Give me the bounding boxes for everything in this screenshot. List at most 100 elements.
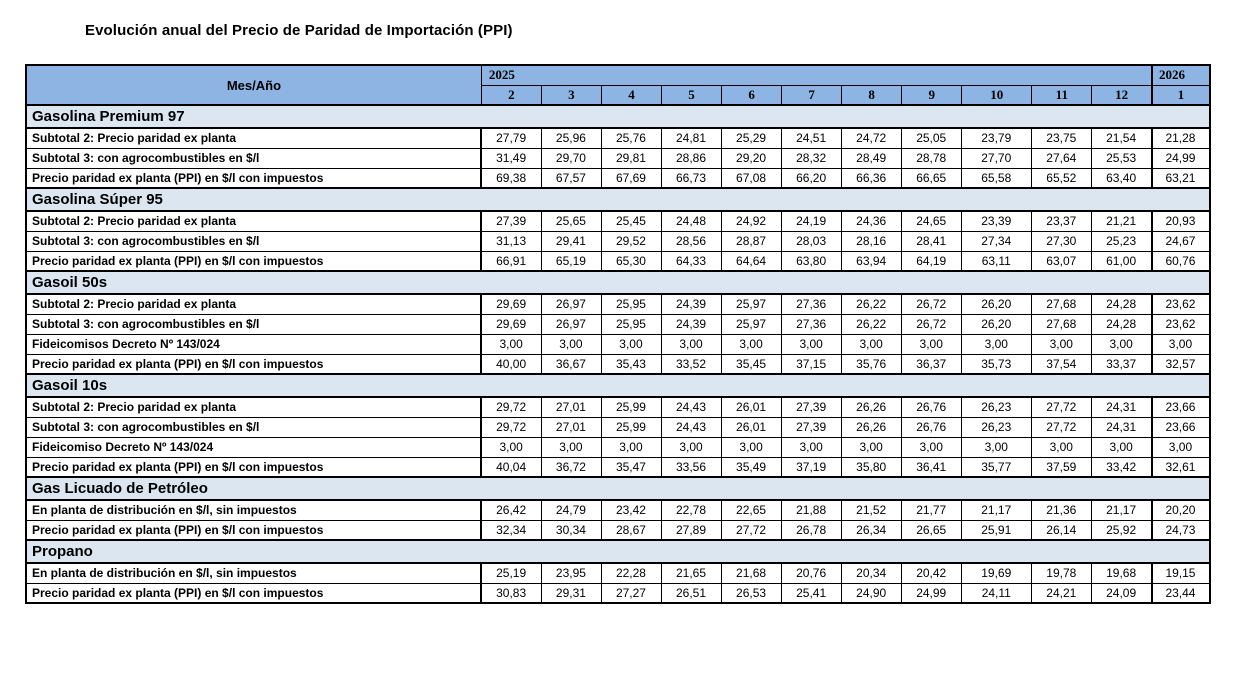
value-cell: 29,69 bbox=[480, 293, 542, 315]
value-cell: 22,78 bbox=[660, 499, 723, 521]
value-cell: 21,17 bbox=[961, 499, 1033, 521]
value-cell: 28,67 bbox=[600, 519, 663, 541]
value-cell: 20,76 bbox=[781, 562, 843, 584]
value-cell: 25,95 bbox=[600, 293, 663, 315]
value-cell: 36,41 bbox=[901, 456, 963, 478]
value-cell: 66,91 bbox=[480, 250, 542, 272]
value-cell: 24,90 bbox=[841, 582, 903, 604]
value-cell: 67,57 bbox=[540, 167, 602, 189]
value-cell: 29,20 bbox=[721, 147, 783, 169]
value-cell: 65,30 bbox=[600, 250, 663, 272]
value-cell: 61,00 bbox=[1091, 250, 1153, 272]
value-cell: 25,45 bbox=[600, 210, 663, 232]
value-cell: 28,87 bbox=[721, 230, 783, 252]
value-cell: 26,72 bbox=[901, 293, 963, 315]
section-title: Gas Licuado de Petróleo bbox=[26, 476, 1210, 501]
value-cell: 26,14 bbox=[1031, 519, 1093, 541]
ppi-table: Mes/Año 2025 2026 2 3 4 5 6 7 8 9 10 11 12 1 Gasoli… bbox=[25, 64, 1211, 604]
value-cell: 20,20 bbox=[1150, 499, 1211, 521]
value-cell: 27,72 bbox=[721, 519, 783, 541]
value-cell: 23,62 bbox=[1150, 293, 1211, 315]
value-cell: 19,68 bbox=[1091, 562, 1153, 584]
value-cell: 23,79 bbox=[961, 127, 1033, 149]
month-header: 9 bbox=[901, 84, 963, 106]
value-cell: 25,23 bbox=[1091, 230, 1153, 252]
value-cell: 3,00 bbox=[1150, 333, 1211, 355]
section-row: Gasoil 10s bbox=[26, 373, 1210, 398]
table-row: Fideicomisos Decreto Nº 143/024 3,00 3,00 3… bbox=[25, 333, 1211, 355]
table-row: Subtotal 2: Precio paridad ex planta 27,3… bbox=[25, 210, 1211, 232]
value-cell: 26,76 bbox=[901, 396, 963, 418]
year-2026-header: 2026 bbox=[1150, 64, 1211, 86]
value-cell: 25,96 bbox=[540, 127, 602, 149]
month-header: 7 bbox=[781, 84, 843, 106]
value-cell: 21,68 bbox=[721, 562, 783, 584]
value-cell: 25,99 bbox=[600, 416, 663, 438]
section-row: Gas Licuado de Petróleo bbox=[26, 476, 1210, 501]
value-cell: 20,34 bbox=[841, 562, 903, 584]
value-cell: 24,48 bbox=[660, 210, 723, 232]
value-cell: 65,58 bbox=[961, 167, 1033, 189]
value-cell: 27,72 bbox=[1031, 396, 1093, 418]
value-cell: 25,19 bbox=[480, 562, 542, 584]
value-cell: 35,43 bbox=[600, 353, 663, 375]
row-label: Precio paridad ex planta (PPI) en $/l co… bbox=[25, 250, 483, 272]
table-row: Subtotal 3: con agrocombustibles en $/l 3… bbox=[25, 230, 1211, 252]
value-cell: 23,66 bbox=[1150, 416, 1211, 438]
value-cell: 24,51 bbox=[781, 127, 843, 149]
section-row: Gasolina Súper 95 bbox=[26, 187, 1210, 212]
value-cell: 3,00 bbox=[781, 333, 843, 355]
value-cell: 67,08 bbox=[721, 167, 783, 189]
value-cell: 28,03 bbox=[781, 230, 843, 252]
value-cell: 21,21 bbox=[1091, 210, 1153, 232]
section-title: Gasoil 50s bbox=[26, 270, 1210, 295]
value-cell: 24,72 bbox=[841, 127, 903, 149]
value-cell: 3,00 bbox=[961, 436, 1033, 458]
value-cell: 37,59 bbox=[1031, 456, 1093, 478]
value-cell: 65,19 bbox=[540, 250, 602, 272]
value-cell: 27,39 bbox=[781, 416, 843, 438]
value-cell: 63,80 bbox=[781, 250, 843, 272]
value-cell: 26,78 bbox=[781, 519, 843, 541]
value-cell: 3,00 bbox=[660, 436, 723, 458]
month-header: 6 bbox=[721, 84, 783, 106]
value-cell: 24,67 bbox=[1150, 230, 1211, 252]
month-header: 5 bbox=[660, 84, 723, 106]
value-cell: 23,37 bbox=[1031, 210, 1093, 232]
value-cell: 29,31 bbox=[540, 582, 602, 604]
value-cell: 25,41 bbox=[781, 582, 843, 604]
value-cell: 33,52 bbox=[660, 353, 723, 375]
row-label: Precio paridad ex planta (PPI) en $/l co… bbox=[25, 519, 483, 541]
value-cell: 23,62 bbox=[1150, 313, 1211, 335]
value-cell: 23,42 bbox=[600, 499, 663, 521]
row-label: Fideicomisos Decreto Nº 143/024 bbox=[25, 333, 483, 355]
value-cell: 20,42 bbox=[901, 562, 963, 584]
table-row: Subtotal 2: Precio paridad ex planta 27,7… bbox=[25, 127, 1211, 149]
value-cell: 3,00 bbox=[1091, 436, 1153, 458]
row-label: Subtotal 3: con agrocombustibles en $/l bbox=[25, 230, 483, 252]
value-cell: 21,88 bbox=[781, 499, 843, 521]
value-cell: 3,00 bbox=[660, 333, 723, 355]
value-cell: 27,01 bbox=[540, 396, 602, 418]
value-cell: 32,61 bbox=[1150, 456, 1211, 478]
value-cell: 64,64 bbox=[721, 250, 783, 272]
value-cell: 26,65 bbox=[901, 519, 963, 541]
value-cell: 21,65 bbox=[660, 562, 723, 584]
value-cell: 20,93 bbox=[1150, 210, 1211, 232]
value-cell: 3,00 bbox=[1091, 333, 1153, 355]
value-cell: 24,43 bbox=[660, 416, 723, 438]
value-cell: 24,28 bbox=[1091, 293, 1153, 315]
value-cell: 36,67 bbox=[540, 353, 602, 375]
table-row: Fideicomiso Decreto Nº 143/024 3,00 3,00 3,… bbox=[25, 436, 1211, 458]
value-cell: 30,83 bbox=[480, 582, 542, 604]
value-cell: 29,81 bbox=[600, 147, 663, 169]
row-label: En planta de distribución en $/l, sin im… bbox=[25, 499, 483, 521]
value-cell: 26,72 bbox=[901, 313, 963, 335]
value-cell: 25,29 bbox=[721, 127, 783, 149]
value-cell: 27,72 bbox=[1031, 416, 1093, 438]
value-cell: 25,76 bbox=[600, 127, 663, 149]
value-cell: 25,97 bbox=[721, 313, 783, 335]
value-cell: 24,28 bbox=[1091, 313, 1153, 335]
month-header: 2 bbox=[480, 84, 542, 106]
value-cell: 24,39 bbox=[660, 313, 723, 335]
